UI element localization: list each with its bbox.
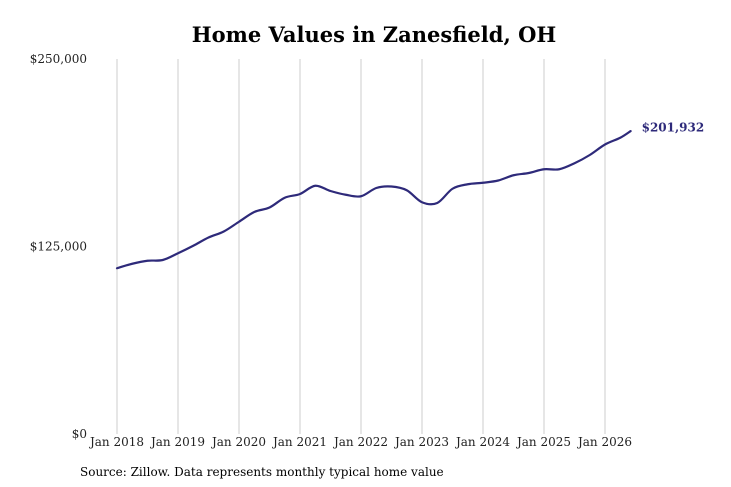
y-tick-label: $250,000 (30, 52, 87, 66)
x-tick-label: Jan 2024 (454, 435, 510, 449)
x-tick-label: Jan 2020 (210, 435, 266, 449)
x-tick-label: Jan 2025 (515, 435, 571, 449)
annotations: $201,932 (642, 121, 705, 135)
series-line (115, 130, 632, 270)
y-axis-ticks: $0 $125,000 $250,000 (30, 52, 87, 441)
x-tick-label: Jan 2026 (576, 435, 632, 449)
x-axis-ticks: Jan 2018 Jan 2019 Jan 2020 Jan 2021 Jan 2022… (88, 435, 632, 449)
x-tick-label: Jan 2022 (332, 435, 388, 449)
gridlines (116, 59, 606, 434)
chart-title: Home Values in Zanesfield, OH (191, 22, 557, 47)
end-value-label: $201,932 (642, 121, 705, 135)
x-tick-label: Jan 2019 (149, 435, 205, 449)
y-tick-label: $0 (72, 427, 87, 441)
source-note: Source: Zillow. Data represents monthly … (80, 465, 444, 479)
x-tick-label: Jan 2018 (88, 435, 144, 449)
series-home-value (115, 130, 632, 270)
x-tick-label: Jan 2021 (271, 435, 327, 449)
y-tick-label: $125,000 (30, 240, 87, 254)
x-tick-label: Jan 2023 (393, 435, 449, 449)
